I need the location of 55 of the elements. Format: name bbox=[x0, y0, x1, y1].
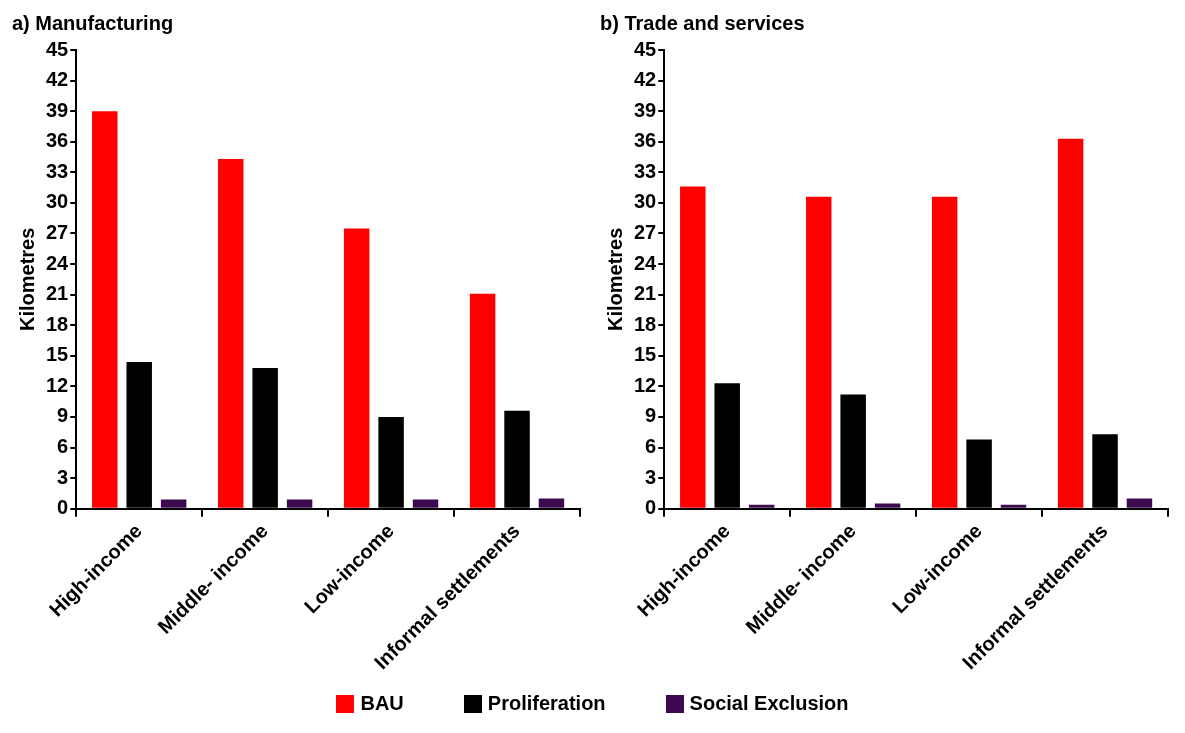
y-tick-label: 33 bbox=[634, 159, 657, 182]
y-tick-label: 9 bbox=[645, 404, 657, 427]
bar bbox=[874, 503, 901, 508]
y-tick-label: 9 bbox=[57, 404, 69, 427]
y-tick-label: 6 bbox=[57, 435, 69, 458]
bar bbox=[1126, 498, 1153, 508]
y-tick-label: 12 bbox=[46, 373, 69, 396]
y-tick-label: 36 bbox=[46, 129, 69, 152]
y-axis-title: Kilometres bbox=[603, 227, 626, 332]
bar bbox=[680, 186, 706, 508]
legend-label: Proliferation bbox=[487, 692, 606, 715]
y-tick-label: 45 bbox=[634, 37, 657, 60]
bar bbox=[748, 504, 775, 508]
bar bbox=[538, 498, 565, 508]
y-tick-label: 30 bbox=[634, 190, 657, 213]
bar bbox=[469, 293, 496, 508]
bar bbox=[343, 228, 370, 508]
bar bbox=[1057, 138, 1084, 508]
y-tick-label: 27 bbox=[634, 221, 657, 243]
y-tick-label: 15 bbox=[46, 343, 69, 366]
y-tick-label: 45 bbox=[46, 37, 69, 60]
y-tick-label: 42 bbox=[46, 68, 69, 91]
bar bbox=[160, 499, 187, 508]
chart-title: b) Trade and services bbox=[600, 11, 805, 34]
y-tick-label: 15 bbox=[634, 343, 657, 366]
y-tick-label: 39 bbox=[46, 98, 69, 121]
y-tick-label: 36 bbox=[634, 129, 657, 152]
y-tick-label: 33 bbox=[46, 159, 69, 182]
bar bbox=[931, 196, 958, 508]
y-tick-label: 21 bbox=[46, 282, 69, 305]
y-tick-label: 3 bbox=[645, 465, 657, 488]
y-tick-label: 6 bbox=[645, 435, 657, 458]
y-axis-title: Kilometres bbox=[15, 227, 38, 332]
y-tick-label: 12 bbox=[634, 373, 657, 396]
legend-label: BAU bbox=[360, 692, 404, 715]
y-tick-label: 30 bbox=[46, 190, 69, 213]
legend-label: Social Exclusion bbox=[689, 692, 849, 715]
y-tick-label: 18 bbox=[46, 312, 69, 335]
y-tick-label: 39 bbox=[634, 98, 657, 121]
y-tick-label: 24 bbox=[46, 251, 70, 274]
bar bbox=[92, 111, 118, 508]
y-tick-label: 27 bbox=[46, 221, 69, 243]
bar bbox=[1000, 504, 1027, 508]
chart-title: a) Manufacturing bbox=[12, 11, 174, 34]
bar bbox=[286, 499, 313, 508]
bar bbox=[412, 499, 439, 508]
y-tick-label: 42 bbox=[634, 68, 657, 91]
y-tick-label: 0 bbox=[57, 496, 69, 519]
y-tick-label: 0 bbox=[645, 496, 657, 519]
y-tick-label: 3 bbox=[57, 465, 69, 488]
y-tick-label: 18 bbox=[634, 312, 657, 335]
bar bbox=[217, 159, 244, 508]
y-tick-label: 21 bbox=[634, 282, 657, 305]
bar bbox=[805, 196, 832, 508]
y-tick-label: 24 bbox=[634, 251, 658, 274]
